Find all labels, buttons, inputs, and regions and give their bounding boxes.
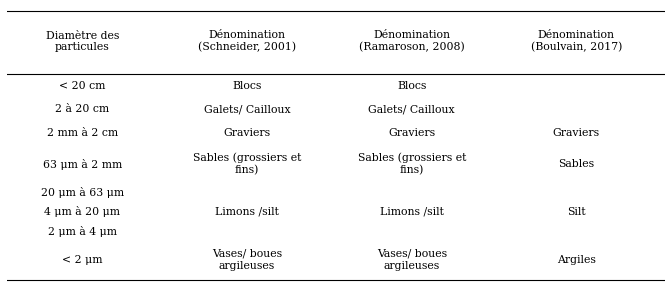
Text: Silt: Silt (567, 207, 586, 217)
Text: Argiles: Argiles (557, 255, 596, 265)
Text: Dénomination
(Ramaroson, 2008): Dénomination (Ramaroson, 2008) (359, 30, 464, 52)
Text: Limons /silt: Limons /silt (380, 207, 444, 217)
Text: 20 μm à 63 μm: 20 μm à 63 μm (41, 187, 124, 198)
Text: Sables (grossiers et
fins): Sables (grossiers et fins) (358, 152, 466, 176)
Text: 2 μm à 4 μm: 2 μm à 4 μm (48, 226, 117, 237)
Text: Graviers: Graviers (553, 127, 600, 138)
Text: Vases/ boues
argileuses: Vases/ boues argileuses (377, 249, 447, 271)
Text: < 20 cm: < 20 cm (59, 81, 106, 91)
Text: Galets/ Cailloux: Galets/ Cailloux (204, 104, 290, 114)
Text: Dénomination
(Boulvain, 2017): Dénomination (Boulvain, 2017) (531, 30, 622, 52)
Text: Diamètre des
particules: Diamètre des particules (46, 31, 119, 52)
Text: < 2 μm: < 2 μm (62, 255, 103, 265)
Text: Sables: Sables (558, 159, 595, 169)
Text: Vases/ boues
argileuses: Vases/ boues argileuses (212, 249, 282, 271)
Text: Graviers: Graviers (224, 127, 271, 138)
Text: 63 μm à 2 mm: 63 μm à 2 mm (43, 159, 122, 170)
Text: Graviers: Graviers (388, 127, 435, 138)
Text: Blocs: Blocs (233, 81, 262, 91)
Text: 2 mm à 2 cm: 2 mm à 2 cm (47, 127, 118, 138)
Text: 2 à 20 cm: 2 à 20 cm (55, 104, 110, 114)
Text: Galets/ Cailloux: Galets/ Cailloux (368, 104, 455, 114)
Text: Dénomination
(Schneider, 2001): Dénomination (Schneider, 2001) (198, 30, 296, 52)
Text: Blocs: Blocs (397, 81, 427, 91)
Text: Limons /silt: Limons /silt (215, 207, 279, 217)
Text: 4 μm à 20 μm: 4 μm à 20 μm (44, 206, 120, 217)
Text: Sables (grossiers et
fins): Sables (grossiers et fins) (193, 152, 301, 176)
